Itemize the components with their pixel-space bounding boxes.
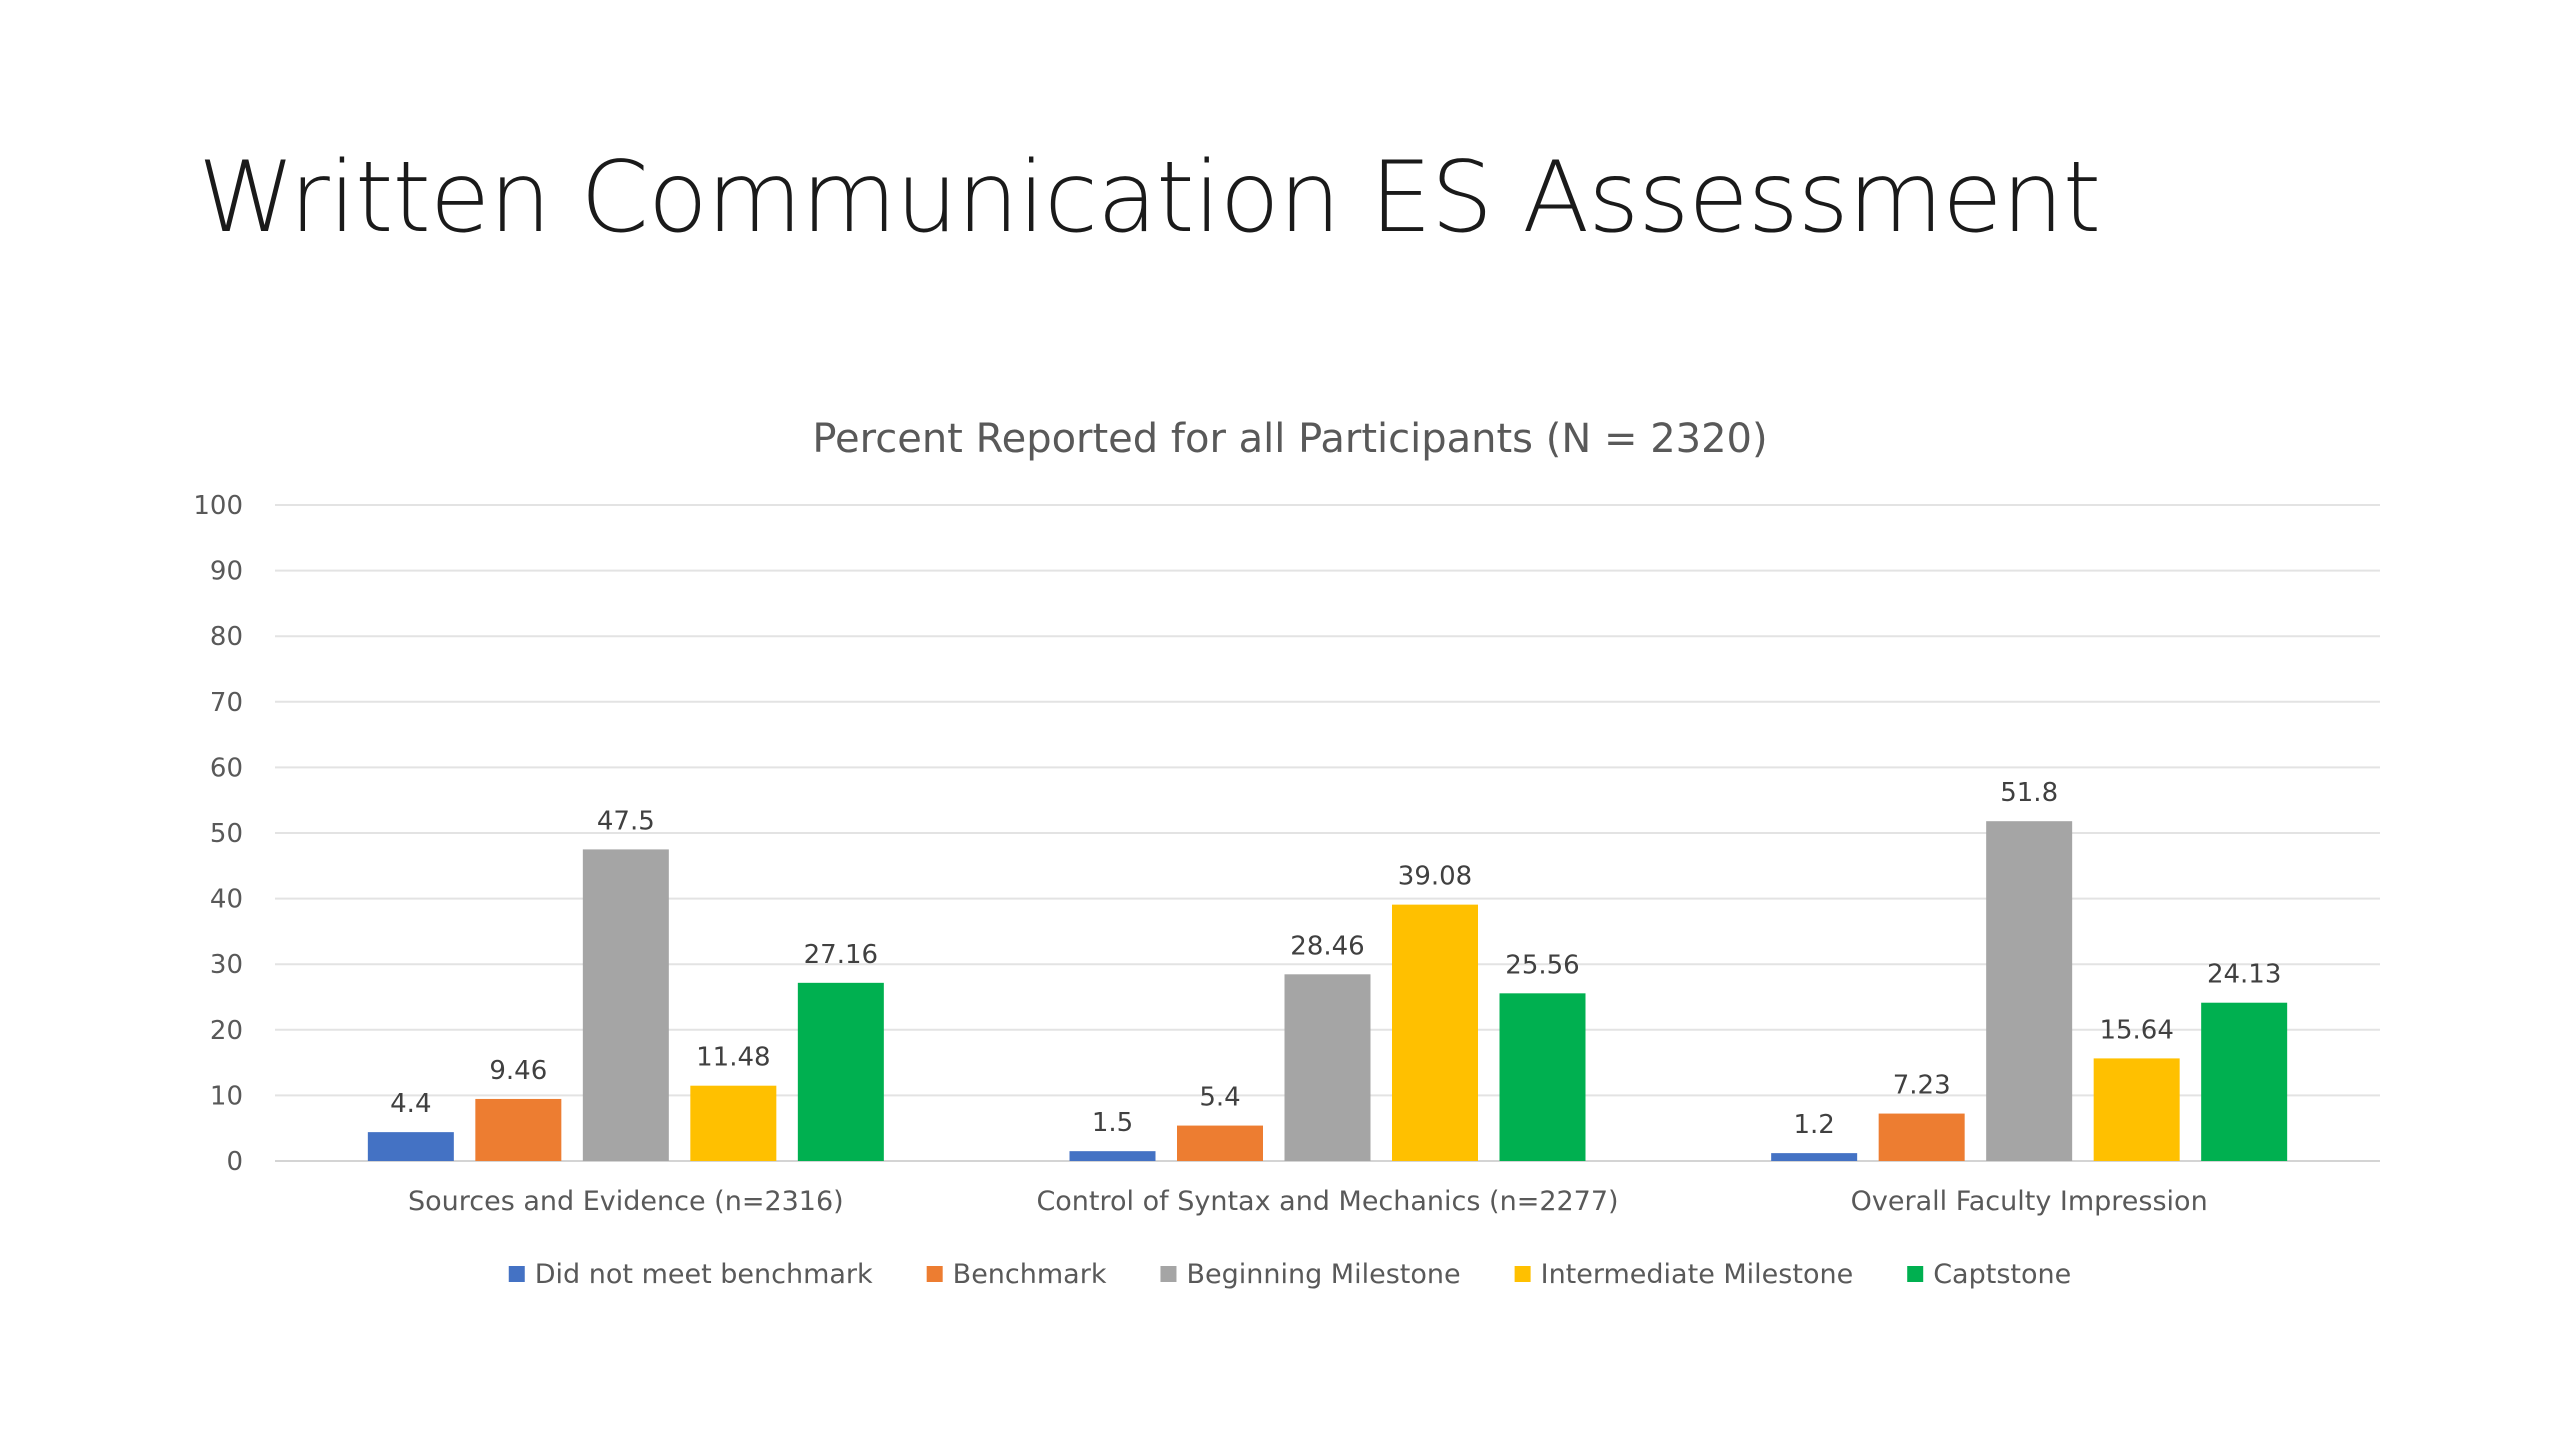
bar (1392, 904, 1478, 1161)
category-label: Overall Faculty Impression (1851, 1186, 2208, 1217)
data-label: 25.56 (1505, 950, 1579, 980)
legend: Did not meet benchmark Benchmark Beginning… (508, 1259, 2071, 1290)
legend-swatch (1160, 1266, 1177, 1282)
y-tick-label: 100 (193, 491, 243, 521)
legend-item: Intermediate Milestone (1514, 1259, 1854, 1290)
bar (1986, 821, 2073, 1161)
y-axis-ticks: 0 10 20 30 40 50 60 70 80 90 100 (193, 491, 243, 1177)
legend-label: Did not meet benchmark (535, 1259, 873, 1290)
bar (2201, 1002, 2288, 1161)
bar (1771, 1153, 1858, 1161)
y-tick-label: 80 (210, 622, 243, 652)
y-tick-label: 50 (210, 819, 243, 849)
y-tick-label: 40 (210, 885, 243, 915)
y-tick-label: 0 (226, 1147, 243, 1177)
bar (475, 1098, 562, 1161)
data-label: 27.16 (804, 940, 878, 970)
y-tick-label: 60 (210, 753, 243, 783)
bar (582, 849, 669, 1161)
legend-label: Intermediate Milestone (1541, 1259, 1854, 1290)
data-label: 47.5 (597, 806, 655, 836)
bar (797, 982, 884, 1161)
data-label: 24.13 (2207, 960, 2281, 990)
legend-swatch (508, 1266, 525, 1282)
data-label: 4.4 (390, 1089, 431, 1119)
bar (1284, 974, 1371, 1161)
data-label: 51.8 (2000, 778, 2058, 808)
bar (690, 1085, 777, 1161)
data-labels: 4.4 9.46 47.5 11.48 27.16 1.5 5.4 28.46 39.08 25.… (390, 778, 2281, 1140)
legend-label: Captstone (1933, 1259, 2071, 1290)
bar (2093, 1058, 2180, 1161)
y-tick-label: 90 (210, 557, 243, 587)
chart-title: Percent Reported for all Participants (N… (812, 416, 1767, 462)
x-axis-categories: Sources and Evidence (n=2316) Control of … (408, 1186, 2208, 1217)
data-label: 15.64 (2099, 1015, 2173, 1045)
legend-item: Captstone (1907, 1259, 2071, 1290)
bar (1499, 993, 1586, 1161)
legend-item: Benchmark (926, 1259, 1107, 1290)
legend-label: Beginning Milestone (1186, 1259, 1460, 1290)
slide-title: Written Communication ES Assessment (198, 141, 2101, 255)
category-label: Control of Syntax and Mechanics (n=2277) (1036, 1186, 1618, 1217)
data-label: 28.46 (1290, 931, 1364, 961)
data-label: 7.23 (1893, 1071, 1951, 1101)
legend-swatch (1907, 1266, 1924, 1282)
data-label: 1.2 (1793, 1110, 1834, 1140)
data-label: 11.48 (696, 1043, 770, 1073)
category-label: Sources and Evidence (n=2316) (408, 1186, 844, 1217)
bar (1177, 1125, 1263, 1161)
bars (367, 821, 2288, 1161)
bar (1069, 1151, 1156, 1161)
y-tick-label: 10 (210, 1081, 243, 1111)
data-label: 39.08 (1398, 862, 1472, 892)
bar (1878, 1113, 1965, 1161)
legend-item: Beginning Milestone (1160, 1259, 1461, 1290)
legend-swatch (1514, 1266, 1531, 1282)
legend-label: Benchmark (953, 1259, 1107, 1290)
data-label: 9.46 (489, 1056, 547, 1086)
data-label: 1.5 (1092, 1108, 1133, 1138)
y-tick-label: 20 (210, 1016, 243, 1046)
y-tick-label: 30 (210, 950, 243, 980)
bar (367, 1132, 454, 1161)
y-tick-label: 70 (210, 688, 243, 718)
legend-swatch (926, 1266, 943, 1282)
legend-item: Did not meet benchmark (508, 1259, 873, 1290)
data-label: 5.4 (1199, 1083, 1240, 1113)
